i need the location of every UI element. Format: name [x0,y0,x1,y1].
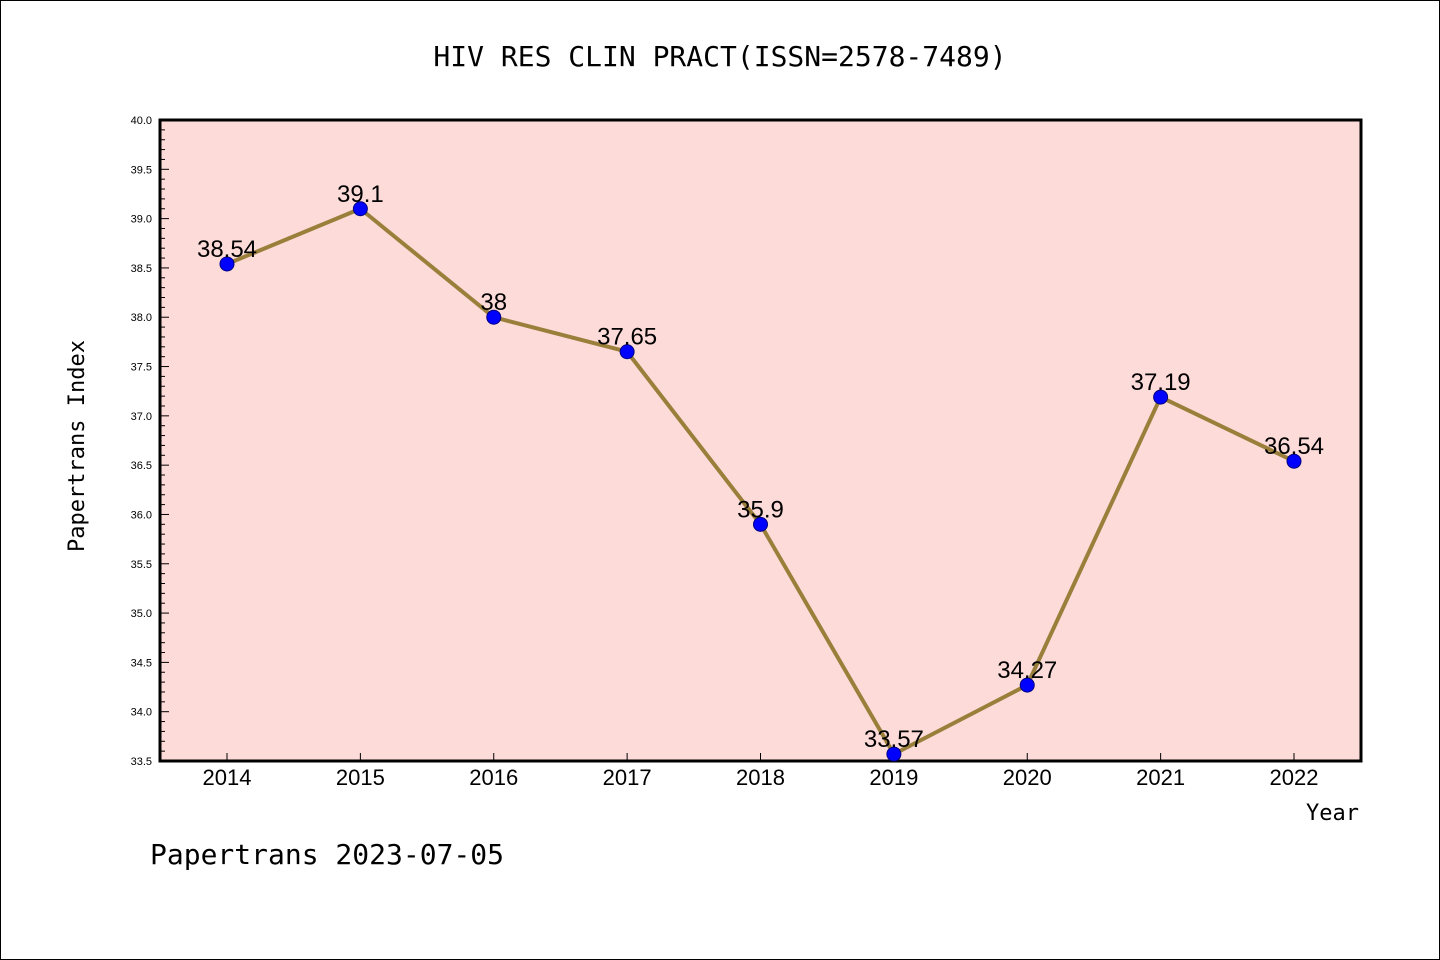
data-point [1286,453,1302,469]
x-tick-label: 2021 [1136,765,1185,790]
data-point [1019,677,1035,693]
data-point [886,746,902,762]
series-group: 38.54 39.1 38 37.65 35.9 33.57 34.27 37.19 36.54 [197,181,1324,762]
x-tick-label: 2018 [736,765,785,790]
data-label: 33.57 [864,726,924,753]
data-label: 38.54 [197,236,257,263]
data-point [753,516,768,532]
y-tick-label: 37.5 [131,362,152,374]
y-axis-label: Papertrans Index [65,340,90,552]
y-tick-label: 35.5 [131,559,152,571]
y-tick-label: 39.0 [131,214,152,226]
chart-title: HIV RES CLIN PRACT(ISSN=2578-7489) [433,40,1006,73]
footer-stamp: Papertrans 2023-07-05 [150,838,504,871]
x-tick-label: 2020 [1003,765,1052,790]
data-label: 37.19 [1131,369,1191,396]
x-tick-label: 2022 [1270,765,1319,790]
data-label: 38 [480,289,507,316]
data-label: 37.65 [597,324,657,351]
data-label: 39.1 [337,181,384,208]
data-point [219,256,235,272]
data-label: 35.9 [737,496,784,523]
x-axis-label: Year [1306,801,1359,826]
data-point [486,309,502,325]
data-point [1153,389,1169,405]
data-label: 36.54 [1264,433,1324,460]
y-tick-label: 36.5 [131,460,152,472]
y-tick-label: 37.0 [131,411,152,423]
x-tick-label: 2014 [203,765,252,790]
y-tick-label: 39.5 [131,164,152,176]
x-tick-label: 2015 [336,765,385,790]
x-tick-label: 2019 [869,765,918,790]
y-tick-label: 40.0 [131,115,152,127]
y-tick-label: 38.0 [131,312,152,324]
y-tick-label: 34.5 [131,657,152,669]
y-tick-label: 34.0 [131,707,152,719]
y-tick-label: 33.5 [131,756,152,768]
x-tick-label: 2017 [603,765,652,790]
data-label: 34.27 [997,657,1057,684]
y-tick-label: 35.0 [131,608,152,620]
plot-area [158,118,1363,763]
y-axis: 33.5 34.0 34.5 35.0 35.5 36.0 36.5 37.0 37.5 38.0… [131,115,169,768]
x-tick-label: 2016 [469,765,518,790]
y-tick-label: 36.0 [131,509,152,521]
x-axis: 2014 2015 2016 2017 2018 2019 2020 2021 2022 [203,753,1319,790]
y-tick-label: 38.5 [131,263,152,275]
data-point [352,201,368,217]
data-point [619,344,635,360]
